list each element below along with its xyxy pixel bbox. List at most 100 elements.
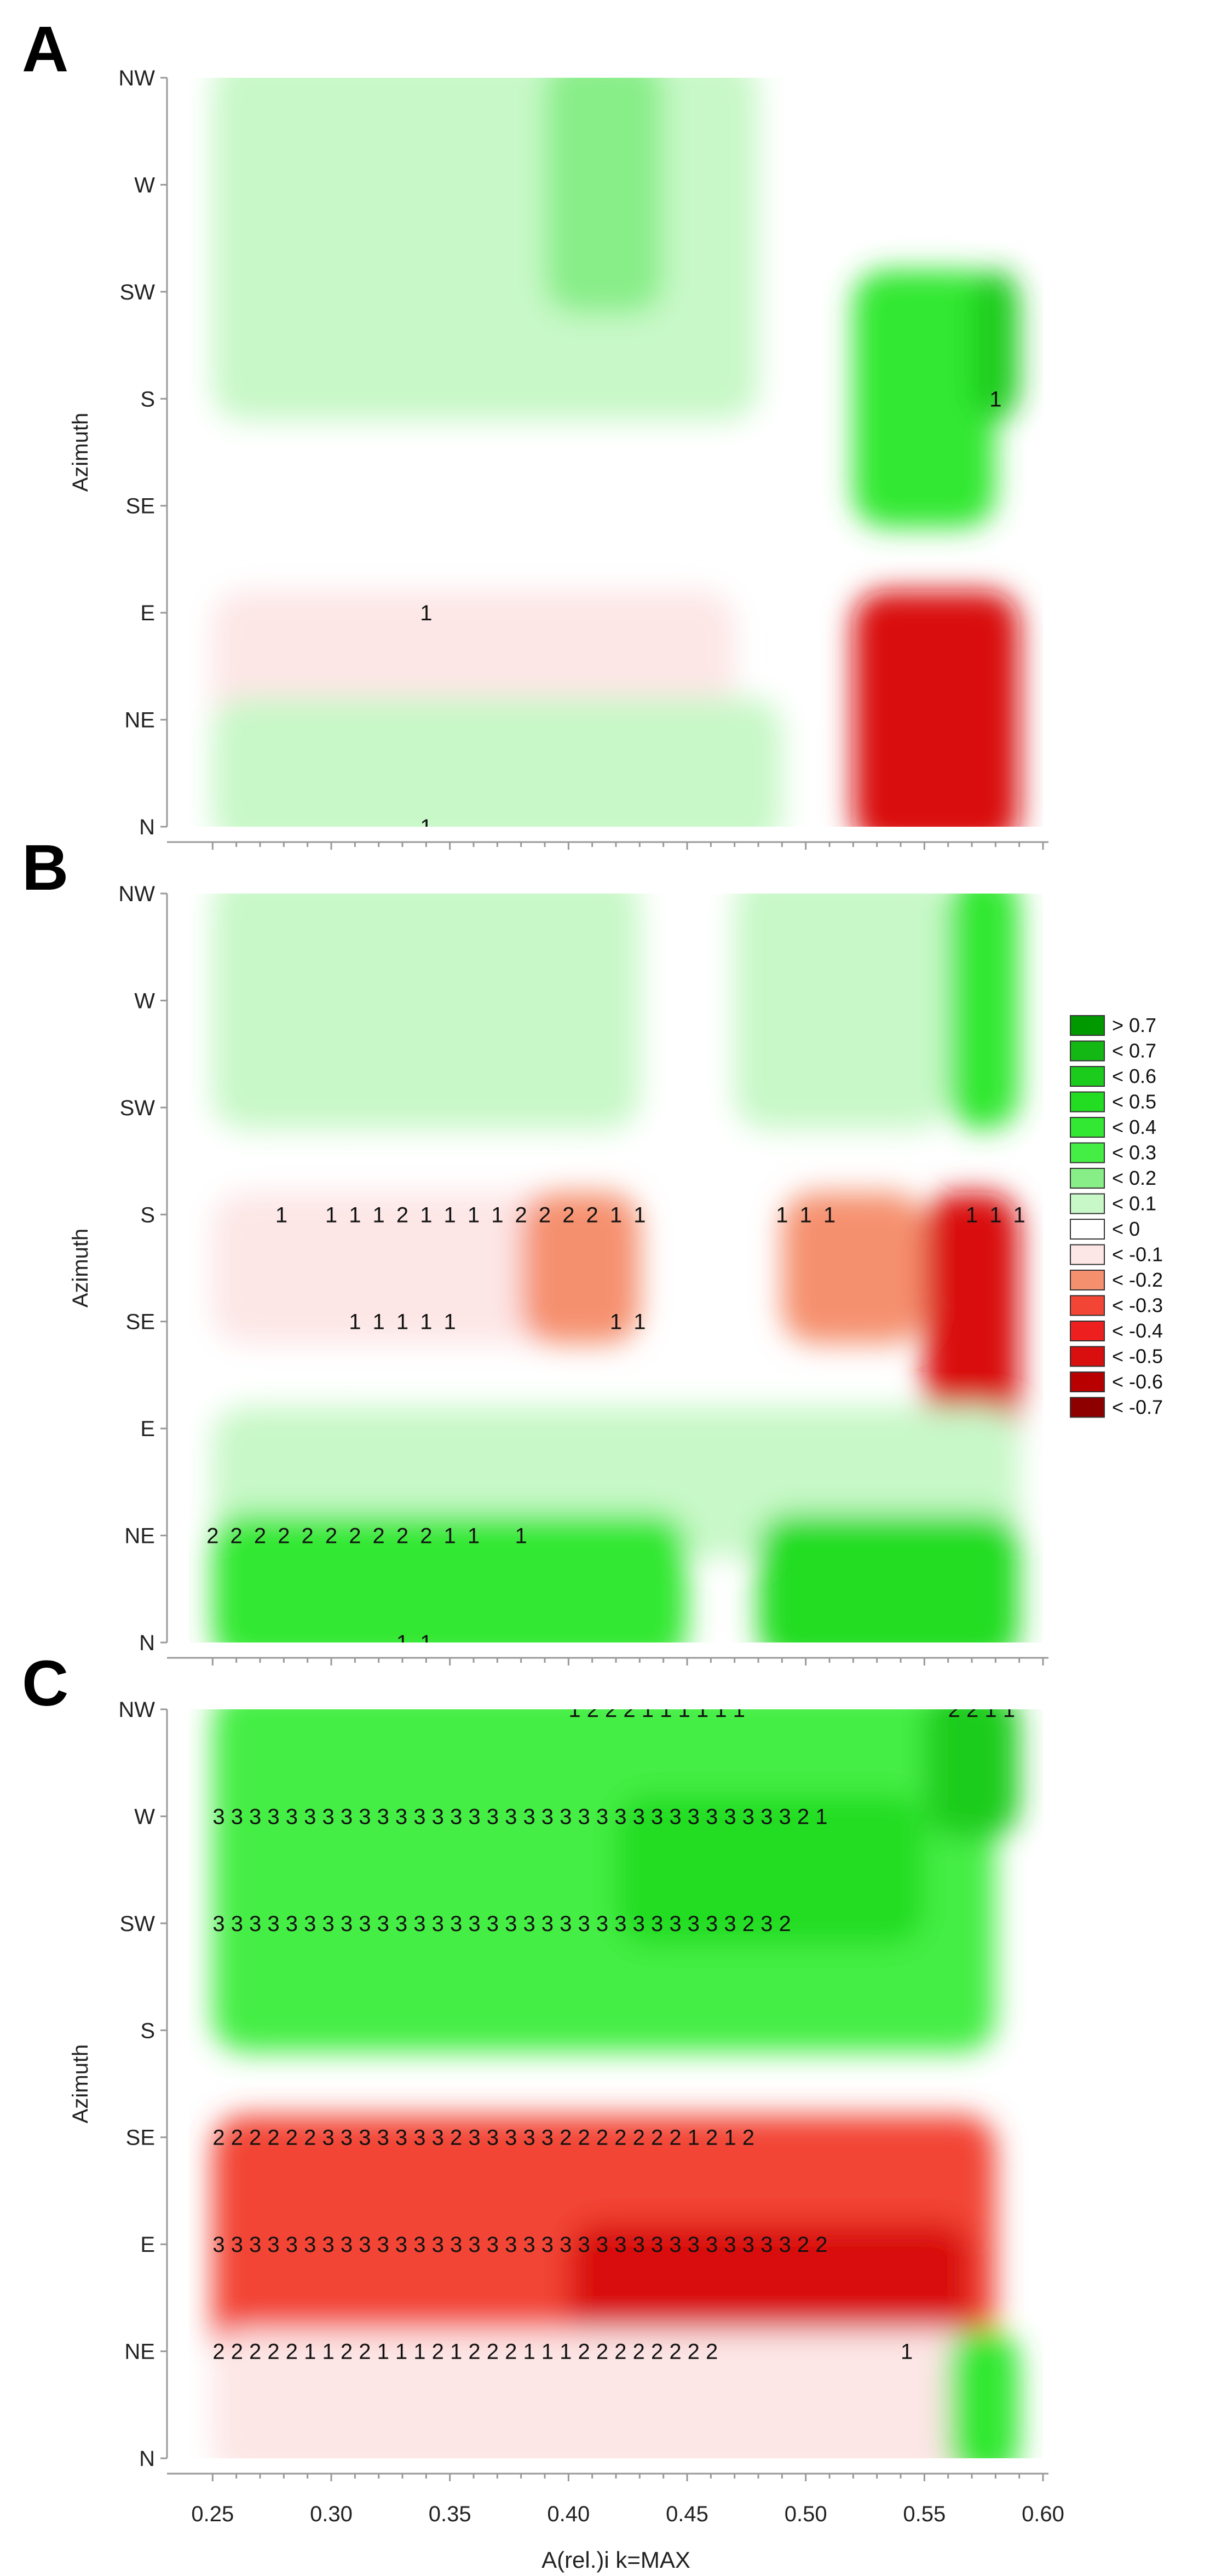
y-tick-label: W xyxy=(134,1805,155,1829)
panel-a: 1 1 1 NW W SW S SE E NE N A Azimuth xyxy=(22,13,1048,850)
contour-band xyxy=(212,698,782,827)
panel-a-contour-labels: 1 1 1 xyxy=(420,387,1001,839)
legend-label: < 0.1 xyxy=(1112,1192,1156,1215)
panel-c-contour-bands xyxy=(212,1709,1019,2458)
contour-label: 1 xyxy=(776,1203,788,1227)
panel-b: 1 1 1 1 2 1 1 1 1 2 2 2 2 1 1 1 1 1 1 1 11 1 1 1 1 1 12 2 2 2 2 2 2 2 2 2 1 1… xyxy=(22,832,1048,1666)
y-tick-label: E xyxy=(140,2233,155,2257)
contour-label: 1 xyxy=(420,815,432,839)
contour-label: 2 xyxy=(206,1524,218,1548)
contour-band xyxy=(948,2329,1019,2458)
legend-label: < 0.6 xyxy=(1112,1065,1156,1087)
legend-label: < -0.7 xyxy=(1112,1396,1163,1419)
contour-label-row: 1 xyxy=(901,2340,913,2364)
legend-swatch xyxy=(1070,1015,1105,1036)
contour-label-row: 3 3 3 3 3 3 3 3 3 3 3 3 3 3 3 3 3 3 3 3 … xyxy=(212,2233,827,2257)
contour-label: 2 xyxy=(302,1524,314,1548)
contour-band xyxy=(212,1513,687,1643)
contour-label: 1 xyxy=(823,1203,836,1227)
contour-band xyxy=(212,78,758,421)
contour-band xyxy=(853,269,996,528)
legend-swatch xyxy=(1070,1142,1105,1163)
legend-swatch xyxy=(1070,1295,1105,1316)
panel-c-contour-labels: 1 2 2 2 1 1 1 1 1 1 2 2 1 1 3 3 3 3 3 3 3 … xyxy=(212,1698,1015,2364)
x-tick-label: 0.30 xyxy=(310,2502,353,2526)
x-tick-label: 0.60 xyxy=(1022,2502,1064,2526)
legend-label: < -0.2 xyxy=(1112,1269,1163,1291)
contour-label: 1 xyxy=(966,1203,978,1227)
y-tick-label: SE xyxy=(126,494,155,518)
x-tick-label: 0.25 xyxy=(191,2502,234,2526)
legend-label: < 0 xyxy=(1112,1218,1140,1240)
y-tick-label: N xyxy=(139,1631,155,1655)
y-tick-label: N xyxy=(139,815,155,839)
contour-label: 1 xyxy=(420,1203,432,1227)
contour-label-row: 3 3 3 3 3 3 3 3 3 3 3 3 3 3 3 3 3 3 3 3 … xyxy=(212,1912,791,1936)
contour-band xyxy=(758,1513,1019,1643)
contour-label: 1 xyxy=(325,1203,337,1227)
panel-a-axes: NW W SW S SE E NE N xyxy=(118,66,1048,850)
legend-label: < 0.2 xyxy=(1112,1167,1156,1189)
contour-label: 1 xyxy=(1013,1203,1025,1227)
contour-label: 1 xyxy=(373,1310,385,1334)
contour-band xyxy=(924,1709,1019,1839)
y-tick-label: NW xyxy=(118,882,155,906)
contour-band xyxy=(212,894,640,1129)
y-tick-label: SE xyxy=(126,2126,155,2150)
contour-label: 1 xyxy=(373,1203,385,1227)
contour-band xyxy=(948,894,1019,1129)
contour-band xyxy=(853,591,1019,827)
contour-label: 1 xyxy=(491,1203,503,1227)
contour-label: 1 xyxy=(633,1310,646,1334)
contour-label: 1 xyxy=(515,1524,527,1548)
x-axis-bottom: 0.25 0.30 0.35 0.40 0.45 0.50 0.55 0.60 xyxy=(191,2502,1064,2526)
legend-label: < -0.1 xyxy=(1112,1243,1163,1266)
x-tick-label: 0.50 xyxy=(785,2502,827,2526)
legend-label: < 0.5 xyxy=(1112,1091,1156,1113)
contour-band xyxy=(545,78,664,314)
contour-label-row: 2 2 2 2 2 2 3 3 3 3 3 3 3 2 3 3 3 3 3 2 … xyxy=(212,2126,754,2150)
y-tick-label: NE xyxy=(124,1524,155,1548)
legend-swatch xyxy=(1070,1219,1105,1240)
contour-label: 1 xyxy=(468,1524,480,1548)
panel-c-axes: NW W SW S SE E NE N xyxy=(118,1698,1048,2481)
contour-band xyxy=(924,1192,1019,1451)
x-tick-label: 0.55 xyxy=(903,2502,946,2526)
contour-label: 1 xyxy=(444,1524,456,1548)
y-tick-label: S xyxy=(140,2019,155,2043)
legend-label: > 0.7 xyxy=(1112,1014,1156,1036)
legend-swatch xyxy=(1070,1371,1105,1392)
legend-swatch xyxy=(1070,1270,1105,1290)
contour-label: 2 xyxy=(515,1203,527,1227)
y-tick-label: W xyxy=(134,989,155,1013)
legend-swatch xyxy=(1070,1040,1105,1062)
contour-label-row: 1 2 2 2 1 1 1 1 1 1 xyxy=(568,1698,745,1722)
x-tick-label: 0.35 xyxy=(429,2502,471,2526)
contour-label: 2 xyxy=(396,1203,408,1227)
panel-a-ylabel: Azimuth xyxy=(68,413,93,492)
panel-c-plot: 1 2 2 2 1 1 1 1 1 1 2 2 1 1 3 3 3 3 3 3 3 … xyxy=(189,1698,1043,2458)
legend-swatch xyxy=(1070,1066,1105,1087)
x-tick-label: 0.40 xyxy=(547,2502,590,2526)
contour-label-row: 2 2 1 1 xyxy=(948,1698,1015,1722)
y-tick-label: NW xyxy=(118,1698,155,1722)
contour-label: 1 xyxy=(989,387,1001,411)
legend-swatch xyxy=(1070,1397,1105,1418)
y-tick-label: E xyxy=(140,601,155,625)
x-axis-label: A(rel.)i k=MAX xyxy=(541,2547,690,2573)
legend-swatch xyxy=(1070,1168,1105,1189)
legend-swatch xyxy=(1070,1193,1105,1214)
legend-swatch xyxy=(1070,1091,1105,1113)
legend-label: < -0.6 xyxy=(1112,1370,1163,1393)
panel-b-axes: NW W SW S SE E NE N xyxy=(118,882,1048,1666)
contour-label: 1 xyxy=(420,601,432,625)
contour-label: 1 xyxy=(420,1631,432,1655)
contour-label: 1 xyxy=(633,1203,646,1227)
contour-label: 1 xyxy=(989,1203,1001,1227)
contour-label: 2 xyxy=(420,1524,432,1548)
legend: > 0.7 < 0.7 < 0.6 < 0.5 < 0.4 < 0.3 < 0.2 < 0.1… xyxy=(1070,1014,1163,1419)
panel-b-label: B xyxy=(22,832,68,904)
contour-label: 2 xyxy=(586,1203,598,1227)
panel-a-label: A xyxy=(22,13,68,85)
